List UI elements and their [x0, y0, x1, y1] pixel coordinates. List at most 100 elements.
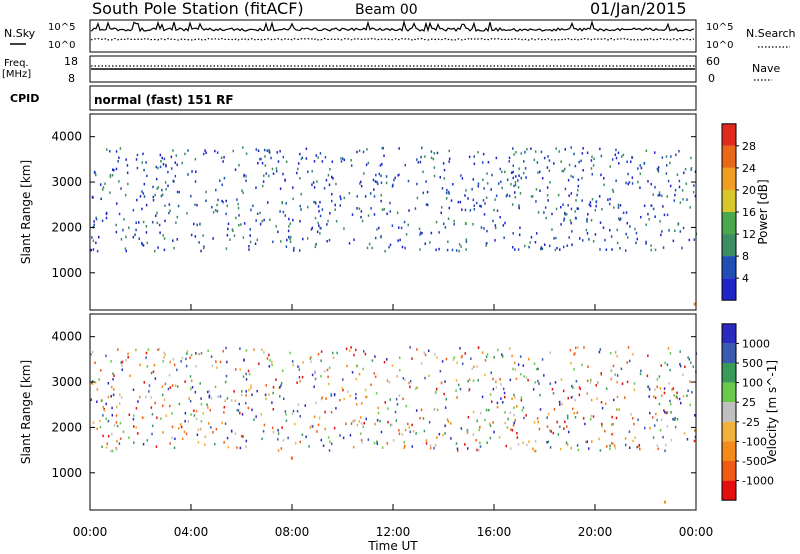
freq-tick-left-top: 18	[64, 55, 78, 68]
heatmap-cell	[691, 391, 693, 394]
heatmap-cell	[91, 382, 94, 385]
heatmap-cell	[223, 411, 225, 414]
heatmap-cell	[453, 219, 455, 223]
heatmap-cell	[614, 446, 617, 450]
heatmap-cell	[657, 194, 660, 197]
heatmap-cell	[422, 191, 425, 195]
heatmap-cell	[343, 227, 345, 230]
heatmap-cell	[167, 170, 169, 174]
heatmap-cell	[423, 429, 426, 433]
heatmap-cell	[115, 202, 118, 205]
heatmap-cell	[121, 368, 124, 372]
heatmap-cell	[513, 191, 516, 194]
heatmap-cell	[613, 206, 615, 209]
heatmap-cell	[250, 384, 252, 387]
heatmap-cell	[575, 346, 577, 350]
heatmap-cell	[389, 201, 391, 205]
heatmap-cell	[674, 193, 676, 197]
heatmap-cell	[349, 434, 352, 437]
heatmap-cell	[129, 374, 131, 378]
heatmap-cell	[299, 415, 302, 418]
heatmap-cell	[448, 206, 451, 210]
heatmap-cell	[535, 200, 537, 203]
heatmap-cell	[226, 397, 229, 400]
heatmap-cell	[359, 182, 361, 185]
heatmap-cell	[645, 242, 647, 245]
heatmap-cell	[194, 235, 197, 238]
heatmap-cell	[136, 166, 139, 170]
heatmap-cell	[268, 365, 271, 368]
heatmap-cell	[249, 240, 252, 244]
heatmap-cell	[380, 181, 383, 185]
heatmap-cell	[661, 230, 663, 233]
heatmap-cell	[326, 240, 328, 243]
heatmap-cell	[169, 386, 172, 389]
heatmap-cell	[135, 407, 138, 410]
heatmap-cell	[175, 221, 177, 224]
heatmap-cell	[398, 432, 401, 436]
heatmap-cell	[667, 179, 670, 183]
heatmap-cell	[332, 177, 334, 180]
heatmap-cell	[126, 171, 129, 175]
heatmap-cell	[448, 157, 451, 160]
heatmap-cell	[520, 176, 522, 180]
heatmap-cell	[183, 430, 186, 434]
heatmap-cell	[546, 194, 549, 197]
heatmap-cell	[169, 209, 171, 212]
heatmap-cell	[524, 150, 526, 154]
heatmap-cell	[125, 235, 127, 239]
heatmap-cell	[387, 407, 389, 410]
heatmap-cell	[441, 187, 444, 190]
heatmap-cell	[425, 180, 427, 183]
heatmap-cell	[506, 426, 509, 429]
heatmap-cell	[537, 171, 539, 174]
heatmap-cell	[471, 367, 474, 370]
heatmap-cell	[288, 217, 290, 221]
heatmap-cell	[300, 208, 302, 211]
heatmap-cell	[315, 401, 317, 405]
heatmap-cell	[378, 172, 381, 176]
heatmap-cell	[551, 212, 553, 216]
heatmap-cell	[499, 167, 502, 171]
heatmap-cell	[403, 446, 406, 450]
heatmap-cell	[482, 152, 485, 156]
heatmap-cell	[612, 422, 614, 426]
heatmap-cell	[537, 420, 539, 424]
heatmap-cell	[383, 360, 386, 364]
heatmap-cell	[616, 354, 618, 358]
heatmap-cell	[242, 435, 244, 438]
heatmap-cell	[340, 160, 343, 163]
heatmap-cell	[360, 210, 363, 213]
heatmap-cell	[234, 168, 237, 171]
heatmap-cell	[316, 230, 319, 234]
heatmap-cell	[127, 352, 129, 356]
heatmap-cell	[277, 230, 279, 234]
heatmap-cell	[662, 246, 665, 249]
heatmap-cell	[253, 348, 255, 351]
noise-search-line	[90, 37, 695, 41]
heatmap-cell	[281, 426, 283, 429]
heatmap-cell	[122, 228, 124, 232]
heatmap-cell	[661, 156, 664, 159]
heatmap-cell	[299, 204, 301, 208]
colorbar-tick-label: 25	[742, 396, 756, 409]
heatmap-cell	[249, 234, 251, 237]
heatmap-cell	[545, 216, 547, 220]
heatmap-cell	[185, 364, 188, 368]
heatmap-cell	[162, 234, 164, 237]
heatmap-cell	[567, 204, 569, 207]
heatmap-cell	[401, 245, 404, 249]
heatmap-cell	[296, 381, 298, 384]
heatmap-cell	[345, 347, 348, 351]
heatmap-cell	[156, 187, 158, 190]
heatmap-cell	[520, 396, 523, 399]
heatmap-cell	[241, 390, 243, 393]
heatmap-cell	[299, 220, 301, 223]
heatmap-cell	[681, 246, 683, 250]
heatmap-cell	[416, 386, 418, 389]
heatmap-cell	[494, 239, 496, 242]
heatmap-cell	[257, 161, 259, 165]
heatmap-cell	[145, 356, 147, 359]
heatmap-cell	[405, 233, 408, 236]
heatmap-cell	[96, 388, 99, 391]
